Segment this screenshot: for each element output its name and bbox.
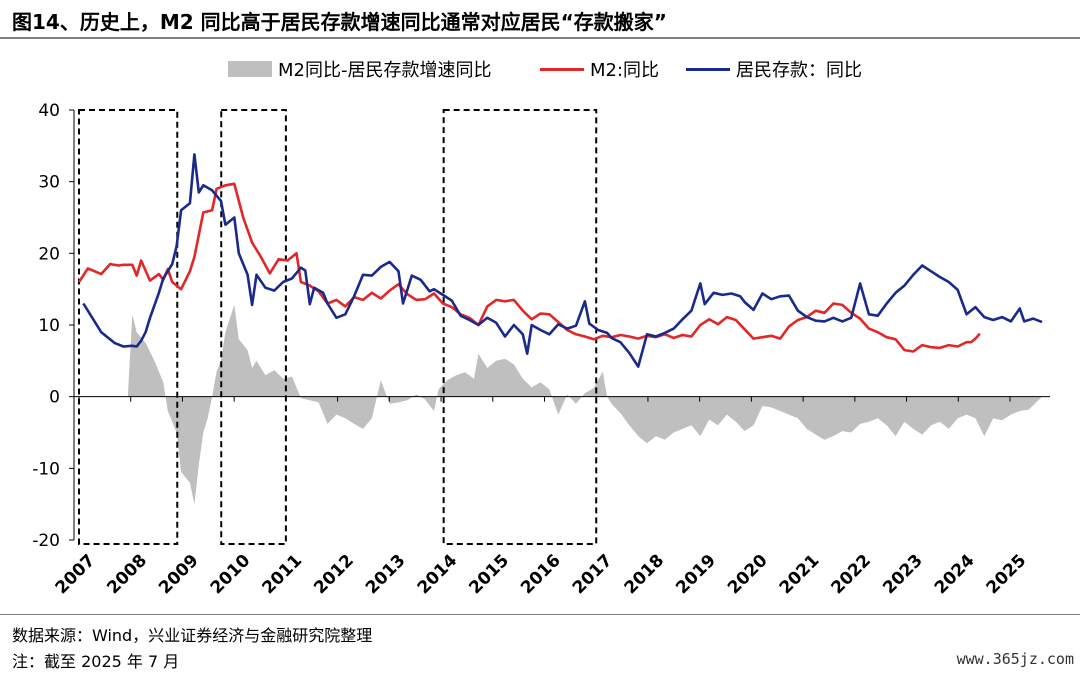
x-tick-label: 2011 (259, 551, 307, 599)
y-tick-label: 40 (38, 101, 60, 121)
legend-item-spread: M2同比-居民存款增速同比 (228, 56, 491, 82)
chart-legend: M2同比-居民存款增速同比 M2:同比 居民存款：同比 (0, 56, 1080, 82)
x-tick-label: 2008 (103, 551, 151, 599)
highlight-box-3 (442, 109, 598, 545)
legend-swatch-spread (228, 61, 272, 77)
x-tick-label: 2020 (724, 551, 772, 599)
y-tick-label: -20 (32, 531, 60, 551)
spread-area-layer (127, 304, 1043, 505)
x-tick-label: 2023 (879, 551, 927, 599)
series-line-m2 (77, 182, 981, 353)
x-tick-label: 2016 (517, 551, 565, 599)
legend-swatch-deposit (686, 67, 730, 71)
y-tick-label: 10 (38, 316, 60, 336)
x-tick-label: 2014 (414, 551, 462, 599)
x-tick-label: 2021 (776, 551, 824, 599)
y-tick-label: 30 (38, 173, 60, 193)
x-tick-label: 2012 (310, 551, 358, 599)
highlight-box-1 (78, 109, 179, 545)
source-note: 数据来源：Wind，兴业证券经济与金融研究院整理 (12, 626, 373, 645)
x-tick-label: 2017 (569, 551, 617, 599)
x-tick-label: 2015 (465, 551, 513, 599)
legend-label-spread: M2同比-居民存款增速同比 (278, 60, 492, 81)
axes (69, 109, 1050, 541)
legend-swatch-m2 (540, 67, 584, 71)
date-note: 注：截至 2025 年 7 月 (12, 652, 180, 671)
series-area-spread (127, 304, 1043, 505)
x-tick-label: 2025 (983, 551, 1031, 599)
x-tick-label: 2013 (362, 551, 410, 599)
y-tick-label: 0 (49, 388, 60, 408)
x-tick-label: 2009 (155, 551, 203, 599)
watermark: www.365jz.com (956, 650, 1074, 668)
legend-label-deposit: 居民存款：同比 (736, 60, 862, 81)
y-tick-label: -10 (32, 459, 60, 479)
page-title: 图14、历史上，M2 同比高于居民存款增速同比通常对应居民“存款搬家” (12, 10, 667, 34)
highlight-boxes (78, 109, 598, 545)
x-tick-label: 2010 (207, 551, 255, 599)
y-tick-label: 20 (38, 244, 60, 264)
legend-item-m2: M2:同比 (540, 56, 659, 82)
x-tick-label: 2022 (827, 551, 875, 599)
legend-label-m2: M2:同比 (590, 60, 660, 81)
title-divider (0, 37, 1080, 39)
legend-item-deposit: 居民存款：同比 (686, 56, 862, 82)
series-line-deposit (82, 153, 1043, 368)
x-tick-label: 2019 (672, 551, 720, 599)
highlight-box-2 (220, 109, 287, 545)
x-tick-label: 2018 (621, 551, 669, 599)
x-tick-label: 2007 (52, 551, 100, 599)
footer-divider (0, 614, 1080, 615)
series-lines (77, 153, 1043, 368)
x-tick-label: 2024 (931, 551, 979, 599)
